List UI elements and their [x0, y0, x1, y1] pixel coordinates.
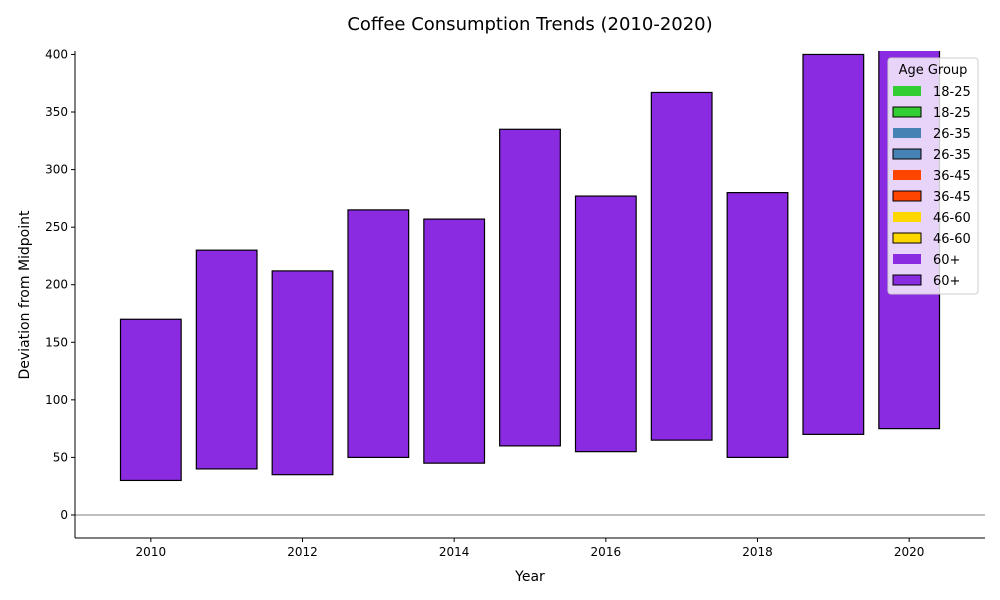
- x-tick-label: 2020: [894, 545, 925, 559]
- legend-entry-label: 46-60: [933, 211, 971, 226]
- y-tick-label: 300: [45, 163, 68, 177]
- x-tick-label: 2018: [742, 545, 773, 559]
- y-axis-title: Deviation from Midpoint: [17, 210, 33, 380]
- y-tick-label: 250: [45, 220, 68, 234]
- chart-title: Coffee Consumption Trends (2010-2020): [347, 14, 712, 35]
- legend-swatch: [892, 106, 922, 118]
- x-axis-title: Year: [514, 569, 545, 585]
- y-tick-label: 150: [45, 335, 68, 349]
- y-tick-label: 0: [60, 508, 68, 522]
- bar-2019: [802, 53, 865, 435]
- y-tick-label: 50: [53, 450, 68, 464]
- legend-entry-label: 18-25: [933, 106, 971, 121]
- bar-2011: [195, 249, 258, 470]
- legend-entry-label: 60+: [933, 274, 960, 289]
- legend-title: Age Group: [899, 63, 968, 78]
- x-tick-label: 2012: [287, 545, 318, 559]
- legend: Age Group 18-25 18-25 26-35 26-35 36-45 36-45 4…: [887, 57, 979, 295]
- legend-entry-label: 36-45: [933, 169, 971, 184]
- legend-swatch: [892, 190, 922, 202]
- legend-entry-label: 18-25: [933, 85, 971, 100]
- legend-swatch: [893, 86, 921, 96]
- y-tick-label: 400: [45, 47, 68, 61]
- y-tick-label: 100: [45, 393, 68, 407]
- legend-swatch: [893, 170, 921, 180]
- bar-2016: [574, 195, 637, 453]
- legend-swatch: [892, 148, 922, 160]
- legend-entry-label: 46-60: [933, 232, 971, 247]
- legend-swatch: [893, 212, 921, 222]
- bar-2014: [423, 218, 486, 464]
- bars-layer: [75, 51, 985, 516]
- y-tick-label: 350: [45, 105, 68, 119]
- legend-swatch: [892, 274, 922, 286]
- bar-2013: [347, 209, 410, 459]
- x-tick-label: 2010: [136, 545, 167, 559]
- axes-layer: 0 50 100 150 200 250 300 350 400 2010 2012 2014 2016…: [45, 47, 985, 559]
- legend-entry-label: 36-45: [933, 190, 971, 205]
- legend-swatch: [893, 254, 921, 264]
- bar-2018: [726, 192, 789, 459]
- x-tick-label: 2014: [439, 545, 470, 559]
- legend-swatch: [893, 128, 921, 138]
- bar-2012: [271, 270, 334, 476]
- bar-2015: [499, 128, 561, 447]
- y-tick-label: 200: [45, 278, 68, 292]
- bar-2017: [650, 91, 713, 441]
- legend-swatch: [892, 232, 922, 244]
- legend-entry-label: 26-35: [933, 148, 971, 163]
- legend-entry-label: 26-35: [933, 127, 971, 142]
- x-tick-label: 2016: [591, 545, 622, 559]
- bar-2010: [119, 318, 182, 482]
- legend-entry-label: 60+: [933, 253, 960, 268]
